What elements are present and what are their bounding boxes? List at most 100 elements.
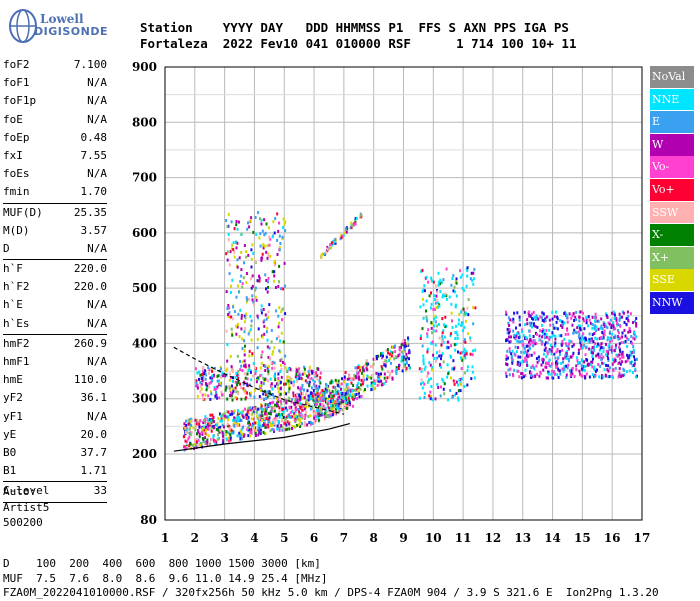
echo-point: [438, 349, 441, 353]
echo-point: [379, 353, 382, 357]
echo-point: [632, 348, 635, 352]
echo-point: [261, 350, 264, 354]
echo-point: [507, 335, 510, 339]
echo-point: [248, 364, 251, 368]
echo-point: [579, 373, 582, 377]
echo-point: [248, 219, 251, 223]
echo-point: [255, 411, 258, 415]
echo-point: [225, 252, 228, 256]
echo-point: [471, 353, 474, 357]
echo-point: [553, 371, 555, 375]
echo-point: [313, 421, 316, 424]
echo-point: [276, 253, 279, 256]
echo-point: [242, 387, 245, 391]
echo-point: [507, 356, 509, 360]
echo-point: [237, 373, 240, 377]
echo-point: [260, 381, 263, 385]
echo-point: [626, 370, 628, 374]
echo-point: [276, 414, 279, 418]
echo-point: [226, 307, 229, 311]
echo-point: [208, 382, 211, 385]
echo-point: [505, 357, 508, 361]
echo-point: [271, 366, 274, 370]
echo-point: [447, 346, 450, 350]
echo-point: [236, 414, 238, 418]
echo-point: [299, 406, 302, 410]
echo-point: [430, 377, 432, 381]
echo-point: [285, 406, 287, 410]
echo-point: [435, 329, 438, 333]
echo-point: [314, 384, 317, 388]
echo-point: [452, 367, 455, 371]
echo-point: [608, 375, 611, 378]
echo-point: [268, 235, 271, 239]
echo-point: [311, 422, 314, 425]
echo-point: [394, 344, 397, 348]
echo-point: [444, 292, 447, 296]
echo-point: [271, 352, 274, 356]
echo-point: [244, 344, 246, 348]
echo-point: [192, 426, 195, 430]
echo-point: [448, 295, 451, 299]
echo-point: [463, 313, 466, 317]
echo-point: [301, 404, 304, 408]
echo-point: [295, 393, 297, 397]
echo-point: [319, 402, 322, 406]
echo-point: [201, 393, 204, 397]
echo-point: [344, 396, 347, 400]
echo-point: [353, 223, 355, 227]
echo-point: [189, 417, 192, 421]
echo-point: [408, 349, 411, 353]
echo-point: [610, 326, 613, 329]
echo-point: [273, 406, 276, 410]
echo-point: [556, 362, 559, 366]
echo-point: [250, 427, 253, 431]
echo-point: [548, 358, 551, 362]
echo-point: [633, 350, 636, 354]
echo-point: [273, 422, 276, 426]
echo-point: [454, 348, 457, 352]
echo-point: [229, 386, 232, 390]
echo-point: [230, 376, 232, 379]
echo-point: [440, 281, 443, 284]
echo-point: [545, 361, 548, 365]
echo-point: [258, 274, 260, 278]
echo-point: [273, 261, 276, 264]
footer-info: D 100 200 400 600 800 1000 1500 3000 [km…: [3, 557, 659, 601]
echo-point: [286, 427, 289, 431]
echo-point: [454, 331, 457, 335]
echo-point: [303, 367, 306, 371]
echo-point: [195, 440, 198, 444]
echo-point: [334, 391, 337, 395]
echo-point: [423, 396, 426, 399]
echo-point: [578, 332, 581, 336]
echo-point: [210, 421, 213, 425]
echo-point: [517, 363, 520, 366]
echo-point: [295, 373, 298, 376]
echo-point: [302, 392, 304, 396]
echo-point: [224, 374, 227, 378]
echo-point: [254, 407, 257, 411]
echo-point: [329, 391, 332, 395]
echo-point: [357, 375, 360, 379]
echo-point: [454, 303, 457, 307]
echo-point: [580, 346, 582, 350]
echo-point: [583, 365, 586, 369]
echo-point: [609, 337, 612, 341]
echo-point: [237, 380, 240, 384]
legend-entry-e: E: [650, 111, 694, 133]
echo-point: [258, 279, 261, 283]
echo-point: [558, 350, 561, 353]
echo-point: [291, 427, 293, 430]
echo-point: [210, 417, 213, 421]
echo-point: [196, 386, 199, 390]
echo-point: [398, 352, 401, 356]
echo-point: [232, 305, 234, 309]
echo-point: [423, 391, 426, 395]
echo-point: [429, 397, 432, 401]
echo-point: [254, 431, 257, 435]
echo-point: [275, 337, 278, 341]
echo-point: [249, 277, 252, 281]
echo-point: [621, 331, 624, 335]
echo-point: [461, 377, 463, 381]
